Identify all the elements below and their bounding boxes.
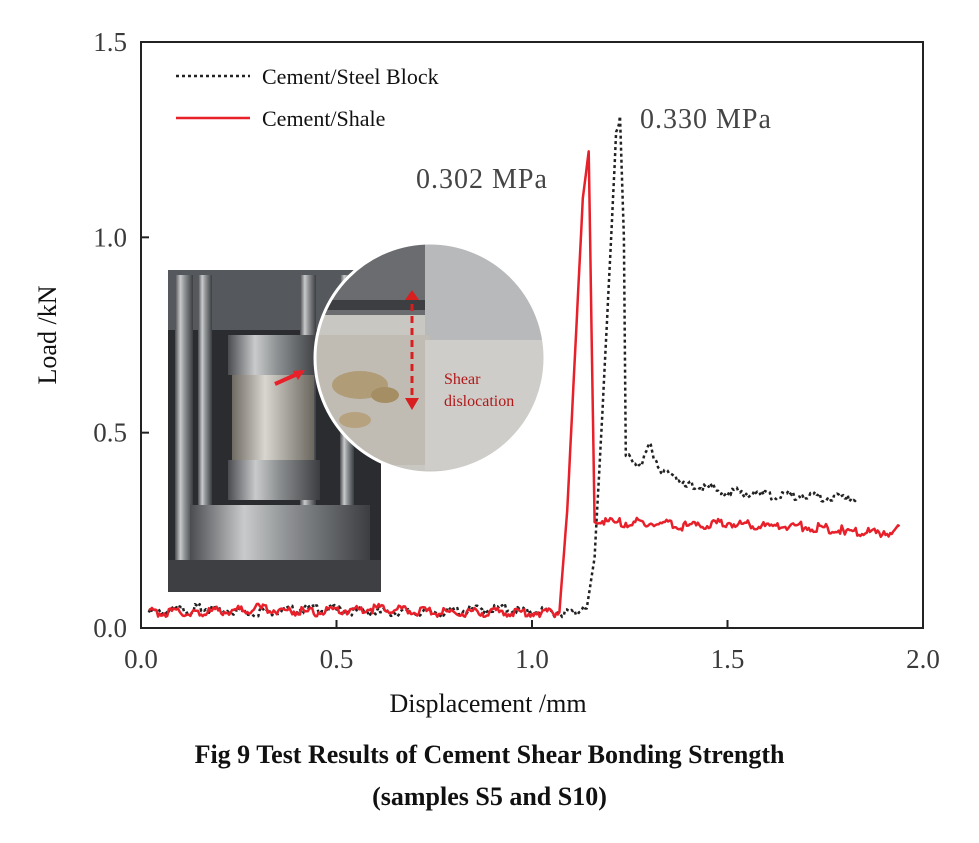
series-line-shale [148,150,901,619]
x-axis-label: Displacement /mm [389,689,586,718]
inset-label-2: dislocation [444,393,514,410]
legend-label-steel: Cement/Steel Block [262,64,439,89]
y-tick-label: 1.5 [93,27,127,57]
figure-caption-line2: (samples S5 and S10) [372,782,607,811]
inset-label: Shear [444,371,481,388]
series-layer [147,114,901,619]
y-tick-label: 1.0 [93,222,127,252]
legend-label-shale: Cement/Shale [262,106,385,131]
legend: Cement/Steel Block Cement/Shale [176,64,439,131]
y-axis-label: Load /kN [33,285,62,384]
annotation-shale-peak: 0.302 MPa [416,164,548,195]
x-tick-label: 0.0 [124,644,158,674]
y-tick-label: 0.5 [93,418,127,448]
x-tick-label: 0.5 [320,644,354,674]
y-tick-label: 0.0 [93,613,127,643]
axis-ticks: 0.0 0.5 1.0 1.5 2.0 0.0 0.5 1.0 1.5 [93,27,940,674]
figure-caption-line1: Fig 9 Test Results of Cement Shear Bondi… [194,740,785,769]
x-tick-label: 1.5 [711,644,745,674]
x-tick-label: 1.0 [515,644,549,674]
x-tick-label: 2.0 [906,644,940,674]
annotation-steel-peak: 0.330 MPa [640,104,772,135]
